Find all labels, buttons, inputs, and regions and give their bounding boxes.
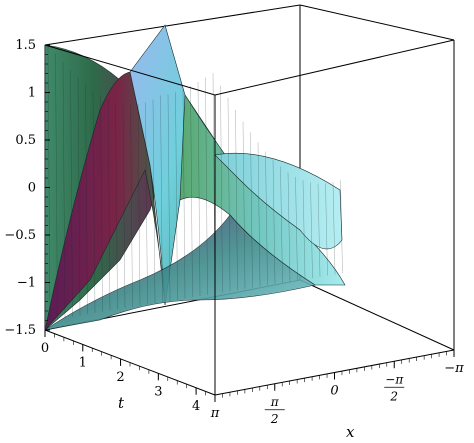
mesh-line <box>280 166 283 283</box>
x-tick-label: π2 <box>264 395 285 426</box>
x-tick-label: 0 <box>330 384 338 399</box>
svg-text:2: 2 <box>270 412 279 426</box>
mesh-line <box>175 92 178 300</box>
z-tick-label: −0.5 <box>4 228 36 243</box>
mesh-line <box>242 121 246 289</box>
mesh-line <box>167 94 171 301</box>
mesh-line <box>85 84 88 315</box>
z-tick-label: 0.5 <box>15 133 36 148</box>
mesh-line <box>122 104 126 309</box>
mesh-line <box>265 151 268 286</box>
mesh-line <box>332 182 336 275</box>
t-axis: 0 1 2 3 4 <box>41 330 216 414</box>
mesh-line <box>205 77 208 295</box>
mesh-line <box>77 77 81 316</box>
t-axis-label: t <box>118 394 125 412</box>
mesh-line <box>137 104 141 306</box>
z-axis: 1.5 1 0.5 0 −0.5 −1 −1.5 <box>4 38 50 338</box>
mesh-line <box>197 81 201 297</box>
mesh-line <box>295 176 298 281</box>
t-tick-label: 1 <box>79 355 87 370</box>
surface-mesh <box>47 44 343 321</box>
mesh-line <box>70 69 73 317</box>
mesh-line <box>145 102 148 305</box>
mesh-line <box>160 95 163 303</box>
t-tick-label: 2 <box>116 370 124 385</box>
svg-text:π: π <box>270 395 280 409</box>
mesh-line <box>287 172 291 282</box>
x-tick-label: π <box>210 406 220 421</box>
mesh-line <box>227 97 231 292</box>
z-tick-label: −1.5 <box>4 323 36 338</box>
mesh-line <box>107 99 111 311</box>
mesh-line <box>317 183 321 277</box>
mesh-line <box>115 102 118 310</box>
mesh-line <box>325 183 328 276</box>
mesh-line <box>152 99 156 304</box>
mesh-line <box>92 90 96 313</box>
mesh-line <box>182 89 186 299</box>
mesh-line <box>130 104 133 307</box>
x-tick-label: −π <box>444 361 464 376</box>
z-tick-label: 1.5 <box>15 38 36 53</box>
mesh-line <box>55 53 58 319</box>
mesh-line <box>190 85 193 298</box>
svg-text:−π: −π <box>385 372 404 386</box>
surface-ridge-peak <box>129 24 216 306</box>
surface-front-sheet <box>44 214 316 331</box>
mesh-line <box>310 182 313 279</box>
z-tick-label: −1 <box>17 276 36 291</box>
mesh-line <box>47 44 51 321</box>
mesh-line <box>302 180 306 280</box>
x-tick-label: −π 2 <box>384 372 404 403</box>
t-tick-label: 0 <box>41 341 49 356</box>
surface-right-wing <box>214 152 343 250</box>
surface <box>44 24 346 332</box>
z-tick-label: 0 <box>28 181 36 196</box>
mesh-line <box>220 85 223 293</box>
mesh-line <box>250 132 253 288</box>
t-tick-label: 3 <box>154 384 162 399</box>
mesh-line <box>257 142 261 287</box>
mesh-line <box>235 110 238 291</box>
mesh-line <box>62 61 66 318</box>
x-axis-label: x <box>346 423 355 441</box>
mesh-line <box>272 159 276 285</box>
svg-text:2: 2 <box>389 389 398 403</box>
t-tick-label: 4 <box>192 399 200 414</box>
mesh-line <box>340 180 343 274</box>
mesh-line <box>100 95 103 312</box>
z-tick-label: 1 <box>28 86 36 101</box>
